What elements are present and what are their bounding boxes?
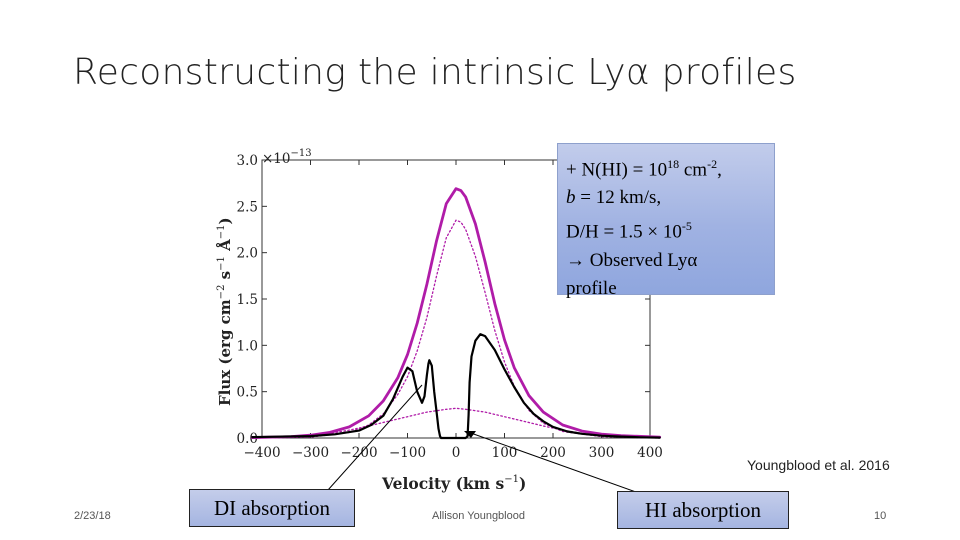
di-pointer-line: [327, 384, 423, 491]
x-tick-label: 400: [637, 445, 663, 461]
y-axis-multiplier: ×10−13: [262, 148, 312, 167]
right-arrow-icon: →: [566, 249, 585, 271]
y-tick-label: 0.5: [237, 385, 258, 401]
y-tick-label: 1.5: [237, 292, 258, 308]
x-tick-label: 0: [452, 445, 461, 461]
intrinsic-narrow-component-line: [251, 219, 661, 439]
x-axis-label: Velocity (km s−1): [381, 474, 526, 493]
y-axis-ticks: 0.0 0.5 1.0 1.5 2.0 2.5 3.0: [237, 153, 650, 447]
citation: Youngblood et al. 2016: [747, 457, 890, 473]
callout-line-observed: → Observed Lyα: [566, 249, 698, 271]
intrinsic-profile-line: [250, 187, 662, 440]
model-parameters-callout: + N(HI) = 1018 cm-2, b = 12 km/s, D/H = …: [557, 143, 775, 299]
callout-line-profile: profile: [566, 277, 617, 299]
y-axis-label: Flux (erg cm−2 s−1 Å−1): [216, 217, 234, 406]
x-tick-label: −300: [292, 445, 329, 461]
slide-title: Reconstructing the intrinsic Lyα profile…: [73, 52, 797, 93]
callout-line-dh-ratio: D/H = 1.5 × 10-5: [566, 219, 692, 243]
hi-pointer-line: [467, 431, 637, 493]
y-tick-label: 1.0: [237, 338, 258, 354]
y-tick-label: 0.0: [237, 431, 258, 447]
page-number: 10: [874, 510, 887, 522]
y-tick-label: 3.0: [237, 153, 258, 169]
series-layer: [250, 187, 662, 440]
observed-profile-line: [251, 333, 661, 440]
callout-line-doppler: b = 12 km/s,: [566, 187, 662, 209]
x-tick-label: −200: [340, 445, 377, 461]
x-tick-label: 300: [589, 445, 615, 461]
x-tick-label: −100: [389, 445, 426, 461]
hi-pointer-arrowhead: [464, 431, 476, 438]
footer-date: 2/23/18: [74, 510, 111, 522]
x-tick-label: −400: [243, 445, 280, 461]
x-axis-ticks: −400 −300 −200 −100 0 100 200 300 400: [243, 160, 663, 461]
x-tick-label: 200: [540, 445, 566, 461]
y-tick-label: 2.5: [237, 199, 258, 215]
di-absorption-label: DI absorption: [189, 489, 355, 527]
footer-author: Allison Youngblood: [432, 510, 525, 522]
callout-line-column-density: + N(HI) = 1018 cm-2,: [566, 157, 722, 181]
y-tick-label: 2.0: [237, 246, 258, 262]
x-tick-label: 100: [492, 445, 518, 461]
hi-absorption-label: HI absorption: [617, 491, 789, 529]
